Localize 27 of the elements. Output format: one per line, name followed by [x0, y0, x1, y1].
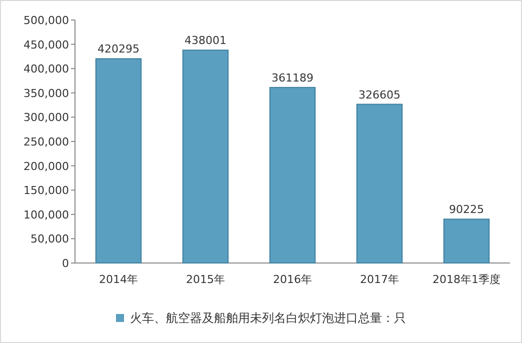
y-tick-label: 100,000 [24, 208, 69, 222]
y-tick-label: 450,000 [24, 38, 69, 52]
y-tick-label: 350,000 [24, 86, 69, 100]
y-tick-label: 250,000 [24, 136, 69, 148]
y-tick-label: 500,000 [24, 14, 69, 27]
bar [269, 86, 316, 264]
data-label: 438001 [184, 34, 226, 48]
legend-label: 火车、航空器及船舶用未列名白炽灯泡进口总量：只 [130, 311, 406, 325]
x-tick-label: 2018年1季度 [432, 273, 500, 286]
bar [443, 218, 490, 264]
data-label: 420295 [98, 42, 140, 56]
y-tick-label: 0 [62, 257, 69, 270]
y-tick-label: 50,000 [30, 232, 69, 246]
x-tick-label: 2016年 [273, 273, 312, 286]
x-tick-label: 2015年 [186, 273, 225, 286]
data-label: 90225 [449, 203, 484, 216]
y-tick-label: 300,000 [24, 111, 69, 124]
bar [182, 50, 229, 264]
y-tick-label: 400,000 [24, 62, 69, 76]
y-tick-label: 200,000 [24, 160, 69, 173]
x-tick-label: 2014年 [99, 273, 138, 286]
y-tick-label: 150,000 [24, 184, 69, 198]
x-tick-label: 2017年 [360, 273, 399, 286]
bar [95, 58, 142, 264]
data-label: 326605 [358, 88, 400, 102]
data-label: 361189 [272, 71, 314, 84]
bar [356, 104, 403, 264]
